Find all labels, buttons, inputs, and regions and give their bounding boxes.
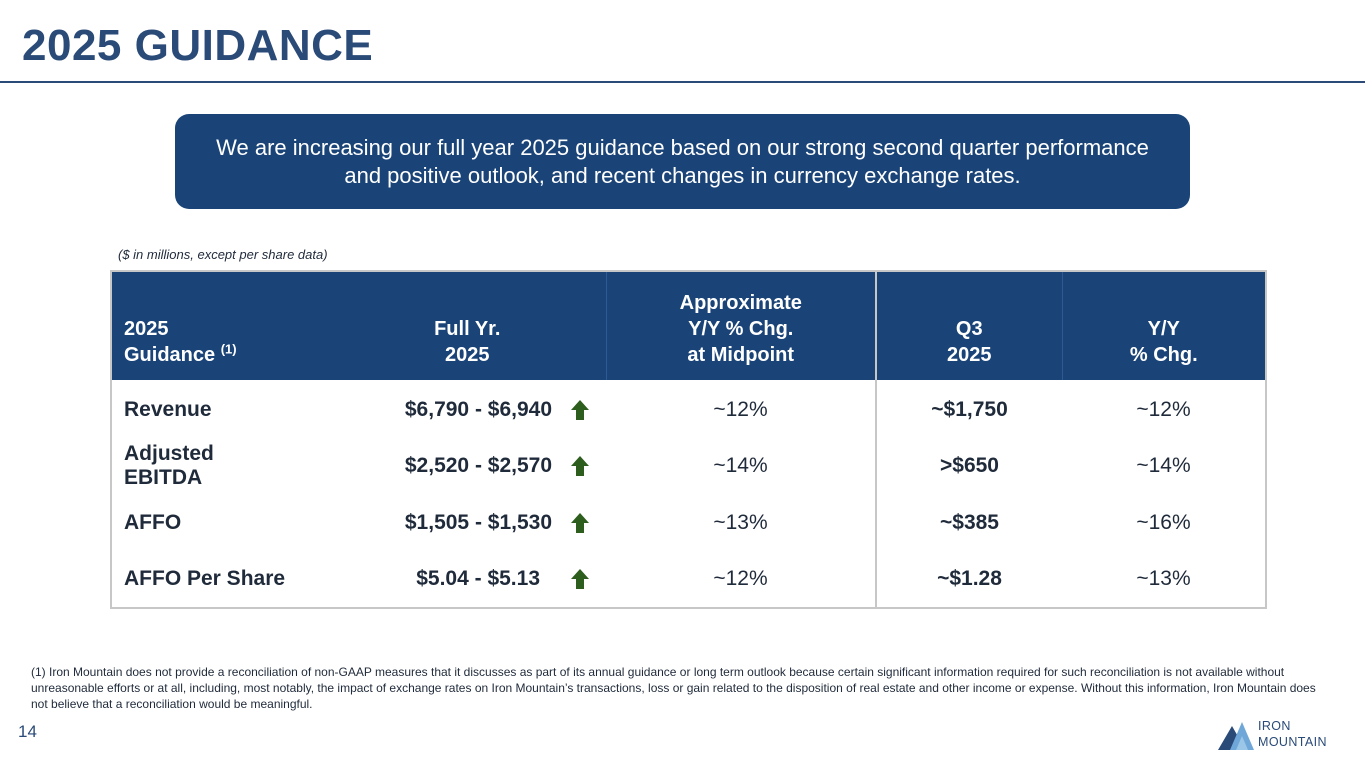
yy-value: ~13%	[713, 510, 768, 534]
table-header-row: 2025 Guidance (1) Full Yr. 2025 Approxim…	[111, 271, 1266, 380]
header-q3: Q3 2025	[875, 271, 1062, 380]
up-arrow-icon	[571, 455, 589, 476]
header-full-year-line1: Full Yr.	[434, 318, 501, 340]
table-row: Revenue $6,790 - $6,940 ~12% ~$1,750 ~12…	[111, 380, 1266, 437]
range-cell: $6,790 - $6,940	[289, 380, 606, 437]
mountain-logo-icon	[1218, 722, 1254, 750]
metric-label: Adjusted EBITDA	[124, 441, 214, 489]
header-q3-yy-line2: % Chg.	[1129, 344, 1198, 366]
metric-label: AFFO	[124, 510, 182, 534]
q3-value: >$650	[875, 437, 1062, 494]
guidance-table: 2025 Guidance (1) Full Yr. 2025 Approxim…	[110, 270, 1267, 609]
callout-text: We are increasing our full year 2025 gui…	[216, 134, 1149, 188]
page-title: 2025 GUIDANCE	[22, 21, 374, 70]
header-q3-line1: Q3	[955, 318, 983, 340]
page-number: 14	[18, 722, 37, 741]
header-q3-line2: 2025	[947, 344, 992, 366]
range-value: $5.04 - $5.13	[416, 567, 540, 590]
header-guidance-line2: Guidance	[124, 344, 216, 366]
header-guidance-footnote: (1)	[220, 341, 237, 357]
metric-label: AFFO Per Share	[124, 567, 286, 590]
header-full-year-line2: 2025	[445, 344, 490, 366]
yy-value: ~14%	[713, 453, 768, 477]
footnote: (1) Iron Mountain does not provide a rec…	[31, 665, 1316, 711]
header-full-year: Full Yr. 2025	[289, 271, 606, 380]
title-divider	[0, 81, 1365, 83]
table-row: AFFO $1,505 - $1,530 ~13% ~$385 ~16%	[111, 494, 1266, 551]
units-note: ($ in millions, except per share data)	[118, 247, 328, 262]
yy-value: ~12%	[713, 397, 768, 421]
header-q3-yy-line1: Y/Y	[1147, 318, 1180, 340]
range-cell: $2,520 - $2,570	[289, 437, 606, 494]
yy-value: ~12%	[713, 567, 768, 590]
range-value: $1,505 - $1,530	[404, 510, 552, 534]
range-value: $6,790 - $6,940	[404, 397, 552, 421]
q3-value: ~$1.28	[875, 551, 1062, 608]
header-guidance: 2025 Guidance (1)	[111, 271, 289, 380]
q3-yy-value: ~16%	[1136, 510, 1191, 534]
header-approx-yy-line3: at Midpoint	[687, 344, 795, 366]
logo-word-iron: IRON	[1258, 719, 1291, 733]
logo-word-mountain: MOUNTAIN	[1258, 735, 1327, 749]
q3-yy-value: ~12%	[1136, 397, 1191, 421]
range-cell: $5.04 - $5.13	[289, 551, 606, 608]
q3-value: ~$1,750	[875, 380, 1062, 437]
range-value: $2,520 - $2,570	[404, 453, 552, 477]
q3-value: ~$385	[875, 494, 1062, 551]
guidance-callout: We are increasing our full year 2025 gui…	[175, 114, 1190, 209]
metric-label: Revenue	[124, 397, 212, 421]
q3-yy-value: ~14%	[1136, 453, 1191, 477]
up-arrow-icon	[571, 569, 589, 589]
table-row: AFFO Per Share $5.04 - $5.13 ~12% ~$1.28…	[111, 551, 1266, 608]
header-guidance-line1: 2025	[124, 318, 169, 340]
header-approx-yy-line1: Approximate	[679, 292, 802, 314]
table-row: Adjusted EBITDA $2,520 - $2,570 ~14% >$6…	[111, 437, 1266, 494]
range-cell: $1,505 - $1,530	[289, 494, 606, 551]
header-approx-yy: Approximate Y/Y % Chg. at Midpoint	[605, 271, 876, 380]
iron-mountain-logo: IRON MOUNTAIN	[1216, 714, 1336, 754]
up-arrow-icon	[571, 399, 589, 420]
up-arrow-icon	[571, 512, 589, 533]
header-q3-yy: Y/Y % Chg.	[1061, 271, 1266, 380]
q3-yy-value: ~13%	[1136, 567, 1191, 590]
header-approx-yy-line2: Y/Y % Chg.	[688, 318, 794, 340]
